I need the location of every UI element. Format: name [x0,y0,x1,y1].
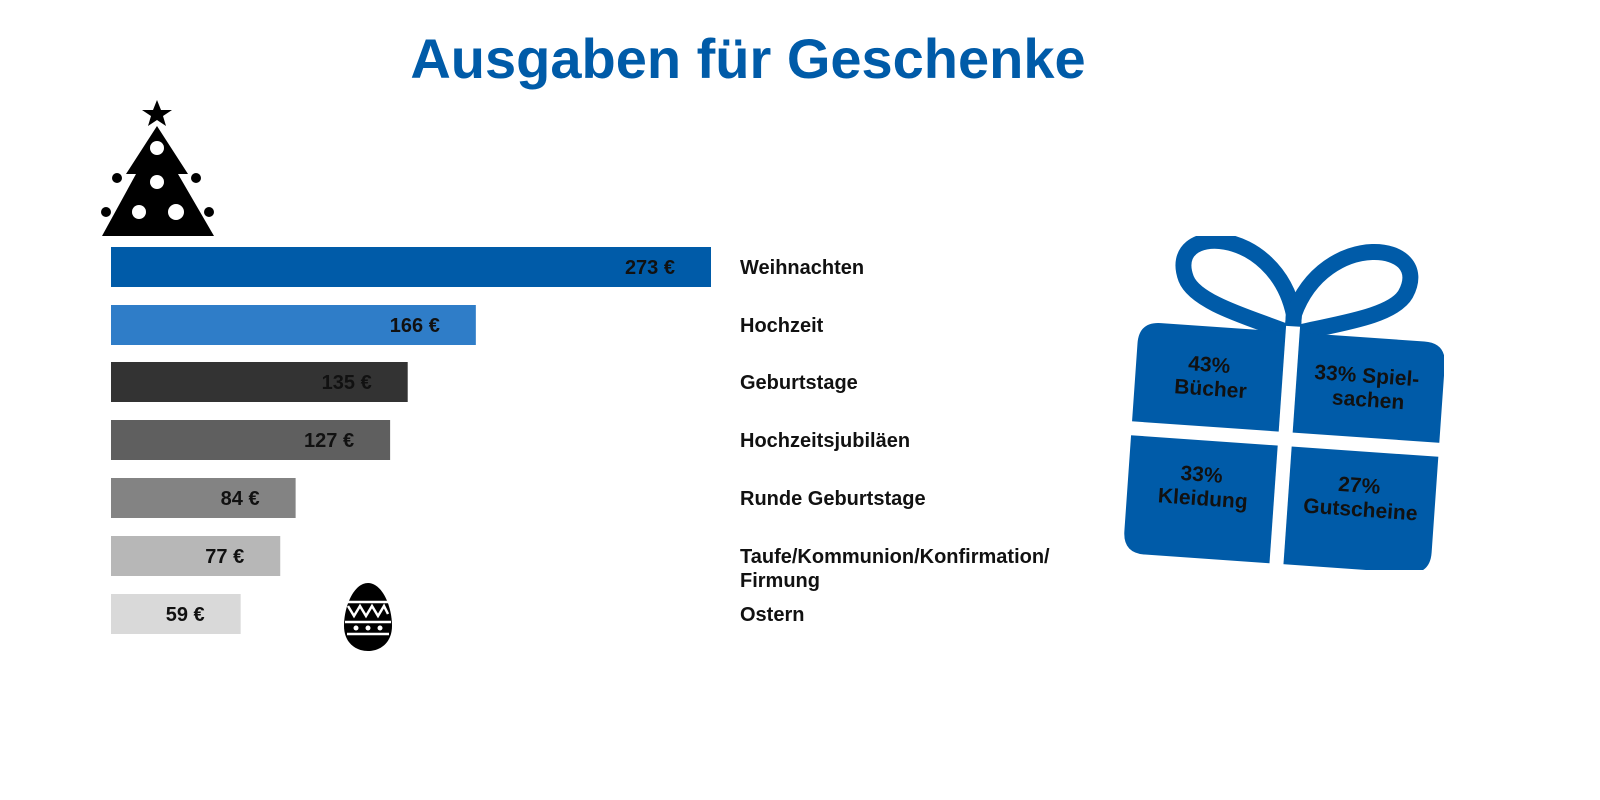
category-label: Hochzeitsjubiläen [740,430,910,452]
bar-value-label: 59 € [166,604,205,626]
bar-5 [111,536,281,576]
bar-value-label: 84 € [221,488,260,510]
category-label: Runde Geburtstage [740,488,926,510]
bar-4 [111,478,296,518]
bar-2 [111,362,408,402]
bar-value-label: 166 € [390,315,440,337]
bar-value-label: 135 € [322,372,372,394]
bar-0 [111,247,711,287]
category-label: Geburtstage [740,372,858,394]
bar-6 [111,594,241,634]
category-label: Ostern [740,604,804,626]
christmas-tree-icon [101,100,214,236]
category-label: Hochzeit [740,315,824,337]
page-title: Ausgaben für Geschenke [410,27,1086,90]
bar-1 [111,305,476,345]
bar-value-label: 273 € [625,257,675,279]
bar-value-label: 77 € [205,546,244,568]
bar-3 [111,420,391,460]
gift-label-books: 43% Bücher [1174,351,1249,403]
gift-box-icon: 43% Bücher 33% Spiel- sachen 33% Kleidun… [1124,236,1444,570]
category-label: Weihnachten [740,257,864,279]
bar-value-label: 127 € [304,430,354,452]
category-label: Taufe/Kommunion/Konfirmation/Firmung [740,546,1050,592]
bar-chart: 273 € Weihnachten 166 € Hochzeit 135 € Geburt… [111,247,1050,634]
easter-egg-icon [344,583,392,651]
